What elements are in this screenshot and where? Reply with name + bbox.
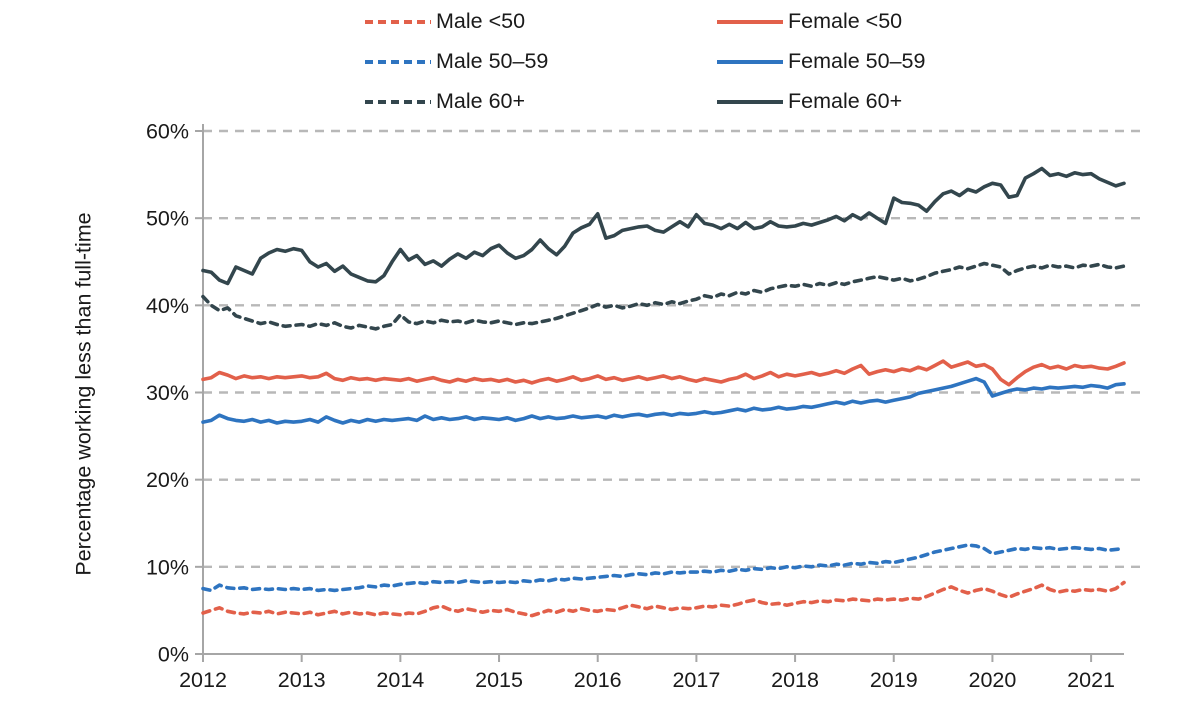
legend-label: Female 60+ — [788, 89, 903, 114]
legend-label: Male 50–59 — [436, 49, 549, 74]
legend-item-male-60: Male 60+ — [365, 82, 717, 122]
legend-item-female-50: Female <50 — [717, 2, 925, 42]
x-tick-label-2019: 2019 — [870, 668, 918, 692]
dashed-line-swatch-icon — [365, 20, 431, 24]
series-line-male-50-59 — [201, 543, 1126, 593]
series-line-male-50 — [201, 580, 1126, 618]
x-tick-label-2013: 2013 — [278, 668, 326, 692]
legend-label: Female 50–59 — [788, 49, 926, 74]
legend-item-female-60: Female 60+ — [717, 82, 925, 122]
legend-label: Male 60+ — [436, 89, 526, 114]
x-tick-label-2012: 2012 — [179, 668, 227, 692]
solid-line-swatch-icon — [717, 100, 783, 104]
y-axis-title: Percentage working less than full-time — [71, 212, 96, 576]
y-tick-label-50: 50% — [146, 207, 189, 231]
x-tick-label-2020: 2020 — [969, 668, 1017, 692]
y-tick-label-0: 0% — [158, 643, 189, 667]
y-tick-label-20: 20% — [146, 468, 189, 492]
dashed-line-swatch-icon — [365, 100, 431, 104]
legend-item-male-50: Male <50 — [365, 2, 717, 42]
x-tick-label-2017: 2017 — [672, 668, 720, 692]
series-line-female-50-59 — [201, 376, 1126, 425]
y-tick-label-40: 40% — [146, 294, 189, 318]
x-tick-label-2021: 2021 — [1067, 668, 1115, 692]
solid-line-swatch-icon — [717, 60, 783, 64]
legend-item-male-50-59: Male 50–59 — [365, 42, 717, 82]
chart-legend: Male <50 Female <50 Male 50–59 Female 50–59… — [365, 2, 925, 122]
legend-label: Male <50 — [436, 9, 526, 34]
y-tick-label-10: 10% — [146, 555, 189, 579]
series-line-female-50 — [201, 359, 1126, 387]
legend-item-female-50-59: Female 50–59 — [717, 42, 925, 82]
x-tick-label-2018: 2018 — [771, 668, 819, 692]
x-tick-label-2014: 2014 — [376, 668, 424, 692]
x-tick-label-2015: 2015 — [475, 668, 523, 692]
dashed-line-swatch-icon — [365, 60, 431, 64]
legend-label: Female <50 — [788, 9, 903, 34]
solid-line-swatch-icon — [717, 20, 783, 24]
y-tick-label-60: 60% — [146, 120, 189, 144]
y-tick-label-30: 30% — [146, 381, 189, 405]
x-tick-label-2016: 2016 — [574, 668, 622, 692]
series-line-female-60 — [201, 166, 1126, 286]
series-line-male-60 — [201, 261, 1126, 331]
